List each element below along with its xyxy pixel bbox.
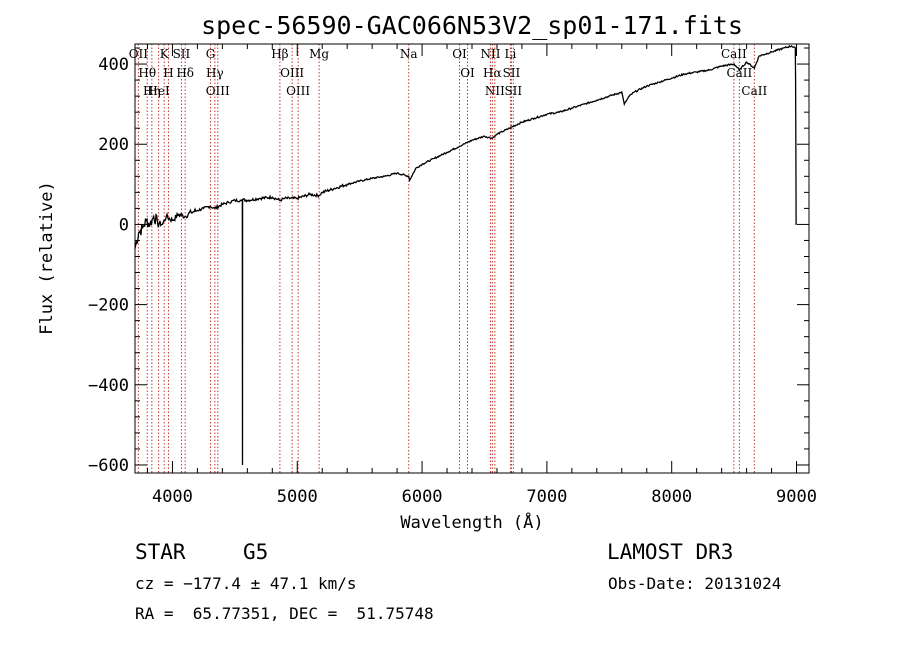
spectral-line-label: SII <box>504 84 522 98</box>
x-tick-label: 4000 <box>152 487 193 507</box>
object-subclass: G5 <box>243 540 269 564</box>
y-axis-label: Flux (relative) <box>37 181 57 335</box>
spectral-line-label: Li <box>505 47 517 61</box>
redshift-velocity: cz = −177.4 ± 47.1 km/s <box>135 574 357 593</box>
y-tick-label: −600 <box>88 456 129 476</box>
spectral-line-label: NII <box>480 47 500 61</box>
spectral-line-label: Hδ <box>176 66 194 80</box>
x-tick-label: 9000 <box>776 487 817 507</box>
object-class: STAR <box>135 540 186 564</box>
spectral-line-label: Hθ <box>138 66 156 80</box>
spectral-line-label: OIII <box>286 84 310 98</box>
spectral-line-label: CaII <box>741 84 767 98</box>
spectral-line-label: K <box>160 47 170 61</box>
x-tick-label: 8000 <box>651 487 692 507</box>
spectral-lines-layer <box>137 44 755 473</box>
spectral-line-label: Hη <box>143 84 161 98</box>
spectral-line-label: Hβ <box>271 47 288 61</box>
spectral-line-label: Hα <box>483 66 502 80</box>
spectral-line-label: OI <box>452 47 467 61</box>
coordinates: RA = 65.77351, DEC = 51.75748 <box>135 604 434 623</box>
spectral-line-label: SII <box>173 47 191 61</box>
plot-frame <box>134 43 810 474</box>
y-tick-label: −200 <box>88 296 129 316</box>
spectral-line-label: OI <box>460 66 475 80</box>
spectral-line-label: SII <box>503 66 521 80</box>
spectral-line-label: OIII <box>280 66 304 80</box>
y-tick-label: 200 <box>98 135 129 155</box>
x-axis-label: Wavelength (Å) <box>400 511 543 533</box>
spectral-line-label: HeI <box>147 84 170 98</box>
x-tick-label: 6000 <box>402 487 443 507</box>
spectral-line-label: Mg <box>309 47 329 61</box>
spectral-line-label: OIII <box>206 84 230 98</box>
spectral-line-label: CaII <box>726 66 752 80</box>
spectral-line-label: CaII <box>721 47 747 61</box>
y-tick-label: 0 <box>119 215 129 235</box>
survey-name: LAMOST DR3 <box>607 540 734 564</box>
observation-date: Obs-Date: 20131024 <box>608 574 782 593</box>
spectral-line-label: Na <box>400 47 418 61</box>
spectrum-series-line <box>134 44 797 466</box>
spectral-line-label: H <box>163 66 173 80</box>
x-tick-label: 5000 <box>277 487 318 507</box>
chart-title: spec-56590-GAC066N53V2_sp01-171.fits <box>201 11 743 40</box>
spectral-line-label: G <box>206 47 216 61</box>
x-tick-label: 7000 <box>526 487 567 507</box>
y-tick-label: −400 <box>88 376 129 396</box>
spectral-line-label: NII <box>485 84 505 98</box>
axis-ticks-layer: 4000 5000 6000 7000 8000 9000 −600 −400 −200 0 200… <box>88 44 817 507</box>
spectral-line-label: Hγ <box>206 66 224 80</box>
y-tick-label: 400 <box>98 55 129 75</box>
spectral-line-label: OII <box>129 47 149 61</box>
